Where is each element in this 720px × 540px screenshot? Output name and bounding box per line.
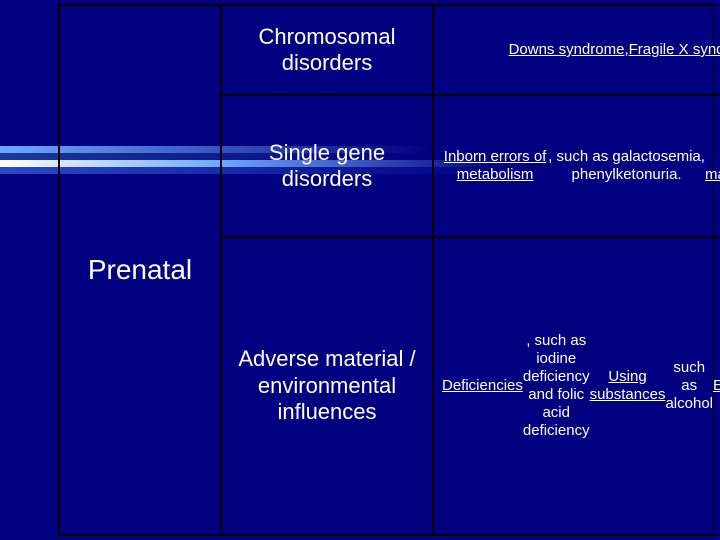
detail-cell: Downs syndrome, Fragile X syndrome, Klin… bbox=[433, 5, 720, 95]
table: Prenatal Chromosomal disorders Downs syn… bbox=[58, 4, 714, 536]
detail-cell: Deficiencies , such as iodine deficiency… bbox=[433, 237, 720, 535]
category-cell: Adverse material / environmental influen… bbox=[221, 237, 433, 535]
row-header-prenatal: Prenatal bbox=[59, 5, 221, 535]
category-cell: Chromosomal disorders bbox=[221, 5, 433, 95]
slide: Prenatal Chromosomal disorders Downs syn… bbox=[0, 0, 720, 540]
category-cell: Single gene disorders bbox=[221, 95, 433, 237]
detail-cell: Inborn errors of metabolism, such as gal… bbox=[433, 95, 720, 237]
